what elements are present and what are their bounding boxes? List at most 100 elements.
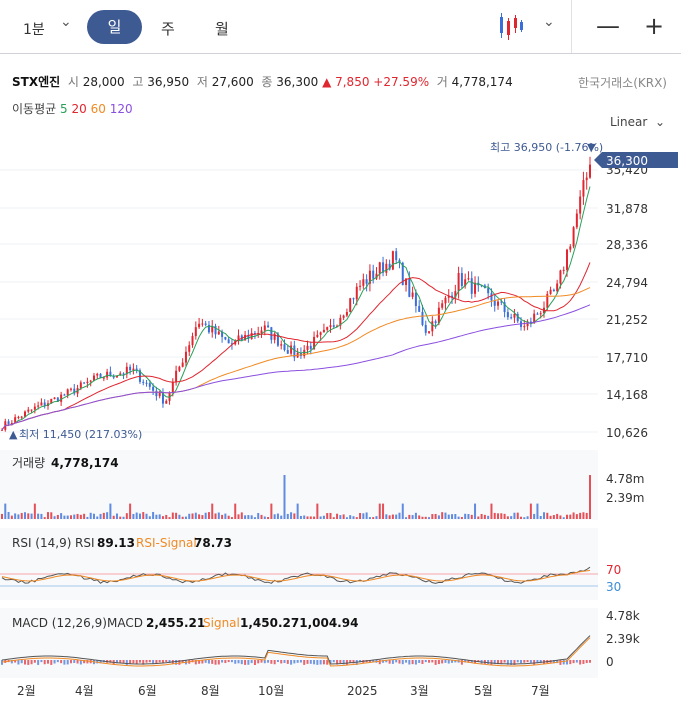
candle-body <box>1 429 3 431</box>
candle-body <box>286 350 289 354</box>
candle-body <box>56 397 59 402</box>
candle-body <box>500 301 503 303</box>
volume-bar <box>552 515 555 519</box>
volume-bar <box>230 517 233 519</box>
volume-bar <box>56 514 59 519</box>
candle-body <box>181 362 184 367</box>
candle-body <box>562 269 565 271</box>
macd-histogram-bar <box>408 660 411 665</box>
candle-body <box>132 368 135 371</box>
tab-day[interactable]: 일 <box>87 10 142 44</box>
candle-body <box>306 345 309 350</box>
macd-histogram-bar <box>539 660 542 664</box>
volume-bar <box>408 514 411 519</box>
macd-histogram-bar <box>290 660 293 665</box>
macd-histogram-bar <box>487 660 490 665</box>
candle-body <box>43 402 46 406</box>
macd-histogram-bar <box>10 660 13 664</box>
macd-histogram-bar <box>523 660 526 663</box>
minimize-button[interactable]: — <box>596 12 620 40</box>
macd-histogram-bar <box>513 660 516 665</box>
macd-histogram-bar <box>96 660 99 664</box>
add-button[interactable]: + <box>644 12 665 40</box>
macd-histogram-bar <box>76 660 79 664</box>
macd-histogram-bar <box>224 660 227 664</box>
macd-histogram-bar <box>119 660 122 663</box>
macd-histogram-bar <box>345 660 348 665</box>
volume-bar <box>309 516 312 519</box>
macd-histogram-bar <box>569 660 572 665</box>
candle-body <box>552 289 555 292</box>
volume-bar <box>296 503 299 519</box>
volume-bar <box>546 512 549 519</box>
macd-histogram-bar <box>207 660 210 664</box>
volume-bar <box>7 511 10 519</box>
volume-bar <box>572 512 575 519</box>
volume-bar <box>109 503 112 519</box>
ma-120: 120 <box>109 102 133 116</box>
ma-60: 60 <box>90 102 106 116</box>
candle-body <box>211 326 214 333</box>
volume-bar <box>316 503 319 519</box>
volume-bar <box>510 516 513 519</box>
low-marker: 최저 11,450 (217.03%) <box>19 428 142 441</box>
macd-histogram-bar <box>69 660 72 664</box>
macd-signal-value: 1,450.271,004.94 <box>240 616 358 630</box>
macd-histogram-bar <box>585 660 588 664</box>
macd-histogram-bar <box>536 660 539 664</box>
candle-body <box>30 409 33 411</box>
macd-histogram-bar <box>529 660 532 663</box>
macd-histogram-bar <box>40 660 43 663</box>
macd-histogram-bar <box>319 660 322 665</box>
candle-body <box>345 312 348 316</box>
candle-body <box>267 325 270 328</box>
candlestick-icon[interactable] <box>0 0 681 54</box>
macd-histogram-bar <box>204 660 207 663</box>
volume-bar <box>319 516 322 519</box>
candle-body <box>313 336 316 349</box>
volume-bar <box>257 513 260 519</box>
candle-body <box>503 302 506 313</box>
candle-body <box>135 368 138 371</box>
candle-body <box>188 345 191 352</box>
volume-bar <box>14 513 17 519</box>
candle-body <box>378 262 381 274</box>
candle-body <box>428 331 431 333</box>
macd-histogram-bar <box>178 660 181 665</box>
x-tick: 2025 <box>347 684 378 698</box>
volume-bar <box>270 503 273 519</box>
macd-histogram-bar <box>79 660 82 665</box>
volume-bar <box>30 513 33 519</box>
volume-bar <box>401 503 404 519</box>
interval-selector[interactable]: 1분 <box>23 22 45 38</box>
macd-histogram-bar <box>437 660 440 665</box>
candle-body <box>250 333 253 339</box>
volume-bar <box>342 514 345 519</box>
volume-bar <box>398 512 401 519</box>
moving-average-legend[interactable]: 이동평균 5 20 60 120 <box>12 100 133 117</box>
scale-selector[interactable]: Linear ⌄ <box>610 115 665 129</box>
volume-bar <box>589 475 591 519</box>
macd-histogram-bar <box>378 660 381 665</box>
macd-histogram-bar <box>382 660 385 663</box>
candle-body <box>368 270 371 284</box>
volume-bar <box>221 514 224 519</box>
volume-bar <box>83 513 86 519</box>
candle-body <box>575 213 578 228</box>
volume-bar <box>306 516 309 519</box>
macd-histogram-bar <box>43 660 46 665</box>
macd-histogram-bar <box>556 660 559 664</box>
high-label: 고 <box>132 75 144 89</box>
candle-body <box>579 196 582 214</box>
candle-body <box>441 303 444 308</box>
candle-body <box>375 273 378 279</box>
high-marker: 최고 36,950 (-1.76%) <box>490 141 603 154</box>
high-value: 36,950 <box>147 75 190 89</box>
macd-histogram-bar <box>33 660 36 663</box>
chevron-down-icon[interactable]: ⌄ <box>543 14 555 30</box>
tab-week[interactable]: 주 <box>161 20 175 38</box>
candle-body <box>510 317 513 319</box>
chevron-down-icon[interactable]: ⌄ <box>60 14 72 30</box>
tab-month[interactable]: 월 <box>215 20 229 38</box>
